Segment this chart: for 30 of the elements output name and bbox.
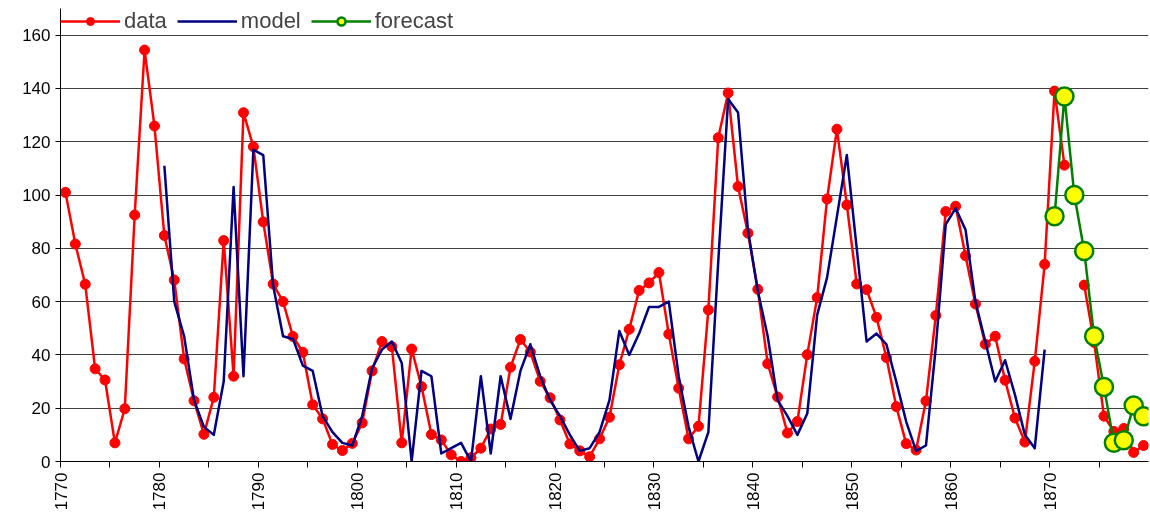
y-tick-label: 20 [31,399,51,419]
x-tick-label: 1870 [1040,472,1060,511]
x-tick-label: 1830 [644,472,664,511]
y-tick-label: 40 [31,345,51,365]
point [1093,376,1115,398]
legend-label: model [240,8,301,34]
y-tick-label: 0 [41,452,51,472]
y-tick-label: 120 [22,132,51,152]
y-tick-label: 160 [22,26,51,46]
x-tick-label: 1840 [743,472,763,511]
point [1064,184,1085,206]
x-tick-label: 1820 [546,472,566,511]
point [1073,240,1095,262]
y-tick-label: 100 [22,186,51,206]
x-tick-label: 1770 [51,472,71,511]
x-tick-label: 1810 [447,472,467,511]
x-tick-label: 1800 [348,472,368,511]
legend-label: data [124,8,167,34]
y-tick-label: 60 [31,292,51,312]
point [1113,429,1135,451]
x-tick-label: 1780 [150,472,170,511]
y-tick-label: 80 [31,239,51,259]
x-tick-label: 1860 [941,472,961,511]
x-tick-label: 1850 [842,472,862,511]
x-tick-label: 1790 [249,472,269,511]
point [1044,206,1065,227]
y-tick-label: 140 [22,79,51,99]
point [1083,326,1105,347]
point [1054,86,1075,107]
legend-label: forecast [374,8,454,34]
